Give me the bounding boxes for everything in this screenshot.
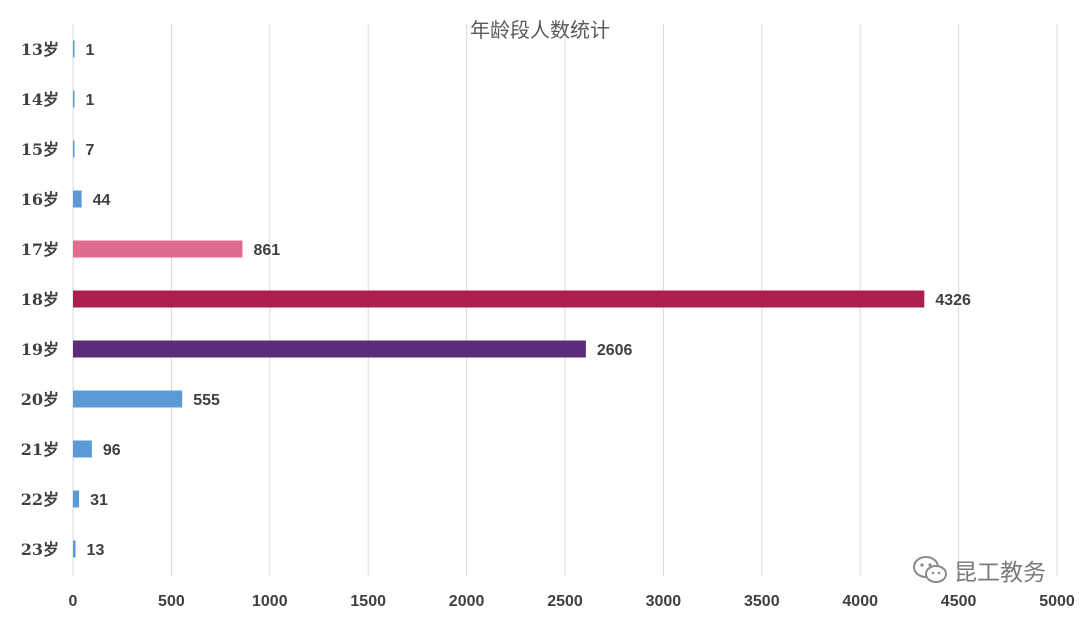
data-label: 4326 <box>935 292 971 309</box>
category-label: 19岁 <box>21 340 59 359</box>
category-label: 18岁 <box>21 290 59 309</box>
watermark-text: 昆工教务 <box>954 560 1046 586</box>
watermark: 昆工教务 <box>912 553 1046 587</box>
category-label: 15岁 <box>21 140 59 159</box>
bars <box>73 40 925 558</box>
category-label: 13岁 <box>21 40 59 59</box>
data-label: 13 <box>87 542 105 559</box>
x-tick-label: 500 <box>158 593 185 610</box>
bar <box>73 190 82 208</box>
x-tick-label: 2000 <box>449 593 485 610</box>
x-tick-label: 3500 <box>744 593 780 610</box>
chart-title: 年龄段人数统计 <box>470 18 610 42</box>
data-labels: 1 1 7 44 861 4326 2606 555 96 31 13 <box>86 42 972 559</box>
data-label: 96 <box>103 442 121 459</box>
bar <box>73 90 75 108</box>
data-label: 861 <box>253 242 280 259</box>
data-label: 31 <box>90 492 108 509</box>
x-tick-label: 4000 <box>842 593 878 610</box>
category-label: 21岁 <box>21 440 59 459</box>
bar <box>73 440 92 458</box>
wechat-icon <box>912 555 948 585</box>
data-label: 44 <box>93 192 111 209</box>
category-label: 20岁 <box>21 390 59 409</box>
bar <box>73 390 183 408</box>
data-label: 2606 <box>597 342 633 359</box>
x-tick-label: 3000 <box>646 593 682 610</box>
bar <box>73 540 76 558</box>
bar <box>73 490 80 508</box>
data-label: 1 <box>86 92 95 109</box>
category-label: 23岁 <box>21 540 59 559</box>
bar <box>73 140 75 158</box>
category-label: 22岁 <box>21 490 59 509</box>
data-label: 555 <box>193 392 220 409</box>
x-tick-label: 5000 <box>1039 593 1075 610</box>
bar <box>73 40 75 58</box>
category-label: 14岁 <box>21 90 59 109</box>
bar <box>73 240 243 258</box>
x-tick-label: 1000 <box>252 593 288 610</box>
data-label: 1 <box>86 42 95 59</box>
x-tick-label: 4500 <box>941 593 977 610</box>
data-label: 7 <box>86 142 95 159</box>
x-tick-labels: 0 500 1000 1500 2000 2500 3000 3500 4000 4500 5000 <box>69 593 1075 610</box>
bar <box>73 340 586 358</box>
x-tick-label: 1500 <box>350 593 386 610</box>
bar <box>73 290 925 308</box>
category-label: 16岁 <box>21 190 59 209</box>
category-labels: 13岁 14岁 15岁 16岁 17岁 18岁 19岁 20岁 21岁 22岁 23岁 <box>21 40 59 559</box>
x-tick-label: 0 <box>69 593 78 610</box>
category-label: 17岁 <box>21 240 59 259</box>
x-tick-label: 2500 <box>547 593 583 610</box>
